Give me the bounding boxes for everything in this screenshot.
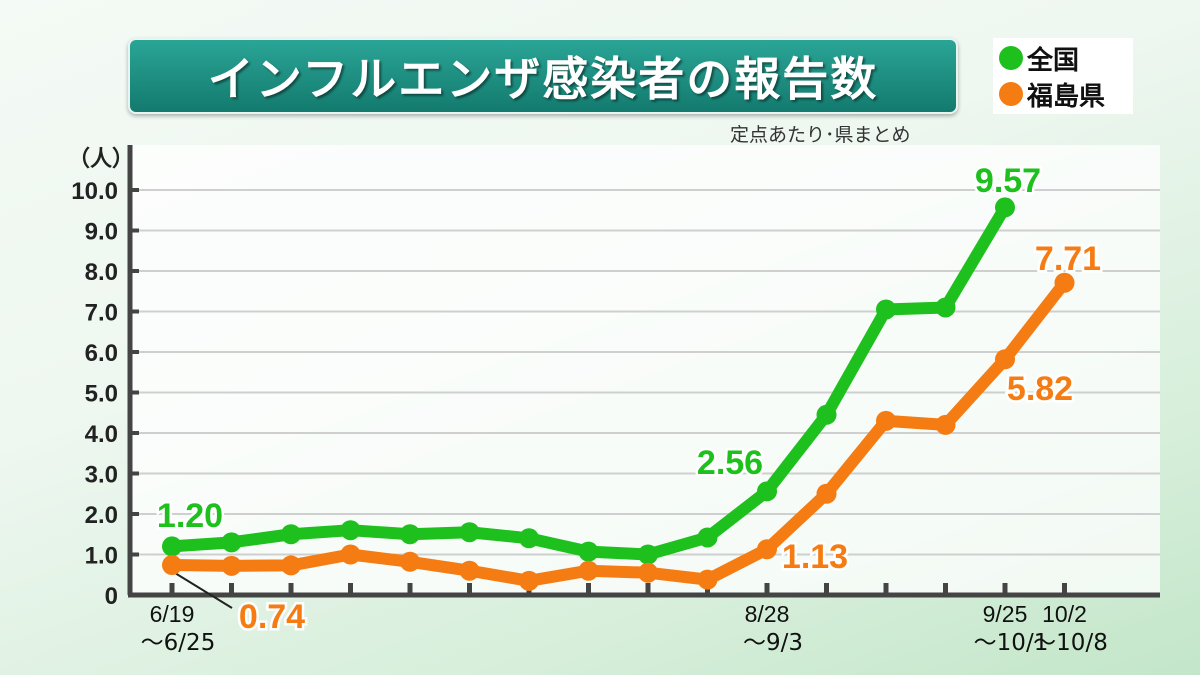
- data-label: 1.13: [782, 538, 848, 576]
- x-tick-label: 8/28: [745, 601, 790, 627]
- data-point: [876, 299, 896, 320]
- legend-item-fukushima: 福島県: [999, 76, 1127, 112]
- y-tick-label: 5.0: [85, 381, 118, 408]
- y-tick-label: 1.0: [85, 543, 118, 570]
- legend: 全国 福島県: [993, 38, 1133, 114]
- data-label: 5.82: [1007, 370, 1073, 408]
- data-point: [935, 297, 956, 318]
- legend-dot-icon: [999, 82, 1023, 106]
- data-point: [400, 551, 420, 572]
- data-point: [340, 520, 361, 541]
- y-tick-label: 2.0: [85, 502, 118, 529]
- data-point: [757, 481, 777, 502]
- data-point: [162, 536, 182, 557]
- data-point: [519, 528, 539, 549]
- y-tick-label: 7.0: [85, 300, 118, 327]
- y-tick-label: 3.0: [85, 462, 118, 489]
- data-point: [459, 522, 480, 543]
- legend-dot-icon: [999, 46, 1023, 70]
- x-tick-label: 6/19: [150, 601, 195, 627]
- chart-subtitle: 定点あたり･県まとめ: [730, 125, 911, 146]
- x-tick-label: 10/2: [1042, 601, 1087, 627]
- data-point: [816, 483, 837, 504]
- data-point: [995, 197, 1015, 218]
- data-point: [816, 404, 837, 425]
- data-label: 0.74: [239, 598, 305, 636]
- x-tick-label: ～6/25: [141, 630, 216, 656]
- y-tick-label: 6.0: [85, 340, 118, 367]
- data-point: [876, 410, 896, 431]
- x-tick-label: ～9/3: [743, 630, 803, 656]
- title-banner: インフルエンザ感染者の報告数: [128, 38, 958, 114]
- data-point: [757, 539, 777, 560]
- legend-item-national: 全国: [999, 40, 1127, 76]
- x-tick-label: ～10/8: [1033, 630, 1108, 656]
- data-point: [281, 555, 301, 576]
- data-point: [578, 560, 599, 581]
- data-point: [340, 544, 361, 565]
- data-point: [638, 562, 658, 583]
- data-point: [995, 349, 1015, 370]
- data-point: [1054, 272, 1075, 293]
- data-label: 1.20: [157, 497, 223, 535]
- y-axis-label: （人）: [68, 147, 134, 172]
- y-tick-label: 4.0: [85, 421, 118, 448]
- data-point: [221, 532, 242, 553]
- series-line-1: [171, 279, 1070, 587]
- data-point: [578, 541, 599, 562]
- x-tick-label: ～10/1: [974, 630, 1049, 656]
- data-point: [221, 555, 242, 576]
- x-tick-label: 9/25: [983, 601, 1028, 627]
- y-tick-label: 8.0: [85, 259, 118, 286]
- data-point: [519, 570, 539, 591]
- data-point: [935, 414, 956, 435]
- data-point: [459, 560, 480, 581]
- data-point: [162, 555, 182, 576]
- data-label: 2.56: [697, 444, 763, 482]
- chart-title: インフルエンザ感染者の報告数: [207, 53, 879, 105]
- data-point: [400, 524, 420, 545]
- legend-label: 福島県: [1027, 80, 1106, 111]
- data-point: [281, 524, 301, 545]
- data-point: [697, 569, 718, 590]
- data-point: [697, 527, 718, 548]
- data-label: 7.71: [1035, 240, 1101, 278]
- y-tick-label: 9.0: [85, 219, 118, 246]
- y-tick-label: 10.0: [71, 178, 118, 205]
- data-label: 9.57: [975, 162, 1041, 200]
- y-tick-label: 0: [105, 583, 118, 610]
- legend-label: 全国: [1027, 44, 1080, 75]
- data-point: [638, 544, 658, 565]
- label-leader-line: [174, 572, 233, 609]
